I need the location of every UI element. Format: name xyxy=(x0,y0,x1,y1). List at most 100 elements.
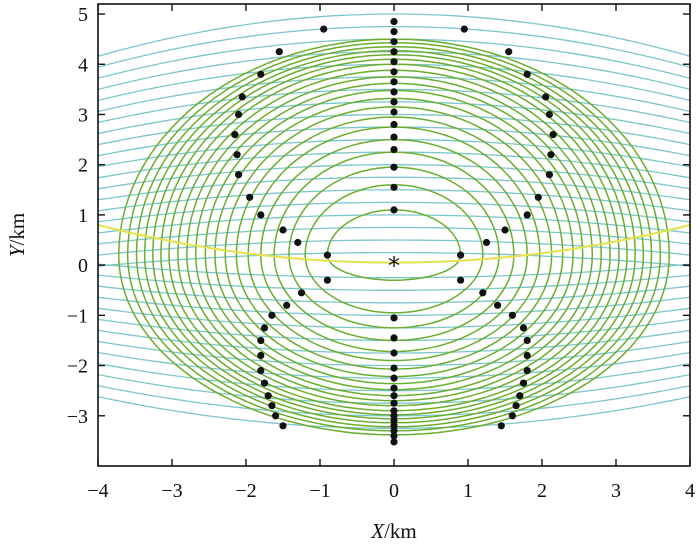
source-star: * xyxy=(388,252,400,280)
ellipse-contour xyxy=(247,126,541,362)
x-tick-label: 4 xyxy=(685,480,695,502)
data-point xyxy=(238,93,246,101)
ellipse-contour xyxy=(224,106,564,378)
data-point xyxy=(497,422,505,430)
data-point xyxy=(390,38,398,46)
x-tick-label: 1 xyxy=(463,480,473,502)
data-point xyxy=(390,78,398,86)
data-point xyxy=(283,301,291,309)
x-tick-label: −4 xyxy=(87,480,108,502)
data-point xyxy=(233,151,241,159)
data-point xyxy=(390,120,398,129)
data-point xyxy=(508,412,516,420)
data-point xyxy=(457,276,465,284)
data-point xyxy=(523,367,531,375)
data-point xyxy=(549,131,557,139)
data-point xyxy=(257,351,265,360)
ellipse-contour xyxy=(160,58,628,416)
y-tick-label: 0 xyxy=(78,255,88,277)
data-point xyxy=(390,18,398,26)
data-point xyxy=(390,374,398,382)
data-point xyxy=(231,131,239,139)
data-point xyxy=(279,422,287,430)
data-point xyxy=(505,48,513,56)
y-tick-label: 3 xyxy=(78,104,88,126)
data-point xyxy=(390,108,398,116)
data-point xyxy=(260,324,269,332)
data-point xyxy=(523,211,531,219)
data-point xyxy=(390,88,398,96)
data-point xyxy=(390,399,398,407)
data-point xyxy=(235,171,243,179)
data-point xyxy=(320,25,328,33)
data-point xyxy=(390,133,398,141)
y-tick-label: −1 xyxy=(67,305,88,327)
data-point xyxy=(390,427,398,435)
layer-contour xyxy=(98,251,690,267)
ellipse-contour xyxy=(177,69,611,407)
y-tick-label: 1 xyxy=(78,205,88,227)
y-axis-ticks: −3 −2 −1 0 1 2 3 4 5 xyxy=(67,4,690,428)
data-point xyxy=(390,98,398,106)
interface-curve xyxy=(98,224,690,264)
data-point xyxy=(323,276,331,284)
data-point xyxy=(297,289,306,297)
data-point xyxy=(494,301,502,309)
ellipse-contour xyxy=(304,184,484,314)
y-tick-label: −2 xyxy=(67,356,88,378)
y-tick-label: 5 xyxy=(78,4,88,26)
data-point xyxy=(523,336,531,345)
data-point xyxy=(512,402,520,410)
data-point xyxy=(545,171,554,179)
data-point xyxy=(268,402,276,410)
x-tick-label: −2 xyxy=(235,480,256,502)
data-point xyxy=(390,314,398,322)
data-point xyxy=(390,206,398,214)
data-point xyxy=(257,336,265,345)
x-tick-label: 3 xyxy=(611,480,621,502)
data-point xyxy=(390,417,398,425)
data-point xyxy=(390,163,398,171)
data-point xyxy=(390,412,398,420)
layer-contour xyxy=(98,274,690,291)
ellipse-contour xyxy=(168,63,620,412)
data-point xyxy=(390,68,398,76)
layer-contour xyxy=(98,176,690,201)
data-points xyxy=(231,18,557,446)
ellipse-contour xyxy=(273,151,515,342)
data-point xyxy=(257,211,265,219)
data-point xyxy=(390,407,398,415)
data-point xyxy=(501,226,509,234)
data-point xyxy=(519,324,528,332)
data-point xyxy=(390,432,398,440)
ellipse-contour-lines xyxy=(117,38,671,436)
data-point xyxy=(523,70,531,78)
data-point xyxy=(268,311,276,319)
ellipse-contour xyxy=(186,76,602,402)
data-point xyxy=(264,392,272,400)
data-point xyxy=(257,70,265,78)
x-axis-ticks: −4 −3 −2 −1 0 1 2 3 4 xyxy=(87,4,695,502)
data-point xyxy=(460,25,468,33)
data-point xyxy=(390,422,398,430)
layer-contour xyxy=(98,25,690,68)
data-point xyxy=(390,48,398,56)
y-tick-label: 4 xyxy=(78,54,88,76)
data-point xyxy=(545,110,554,119)
data-point xyxy=(390,28,398,36)
x-axis-title: X/km xyxy=(370,519,417,543)
data-point xyxy=(482,238,491,247)
ellipse-contour xyxy=(152,53,636,420)
ellipse-contour xyxy=(235,116,553,370)
layer-contour xyxy=(98,285,690,304)
source-marker: * xyxy=(388,252,400,280)
data-point xyxy=(390,58,398,66)
data-point xyxy=(275,48,283,56)
data-point xyxy=(519,379,528,387)
ellipse-contour xyxy=(214,97,574,385)
data-point xyxy=(235,110,243,119)
data-point xyxy=(279,226,287,234)
ellipse-contour xyxy=(204,89,584,391)
data-point xyxy=(542,93,550,101)
